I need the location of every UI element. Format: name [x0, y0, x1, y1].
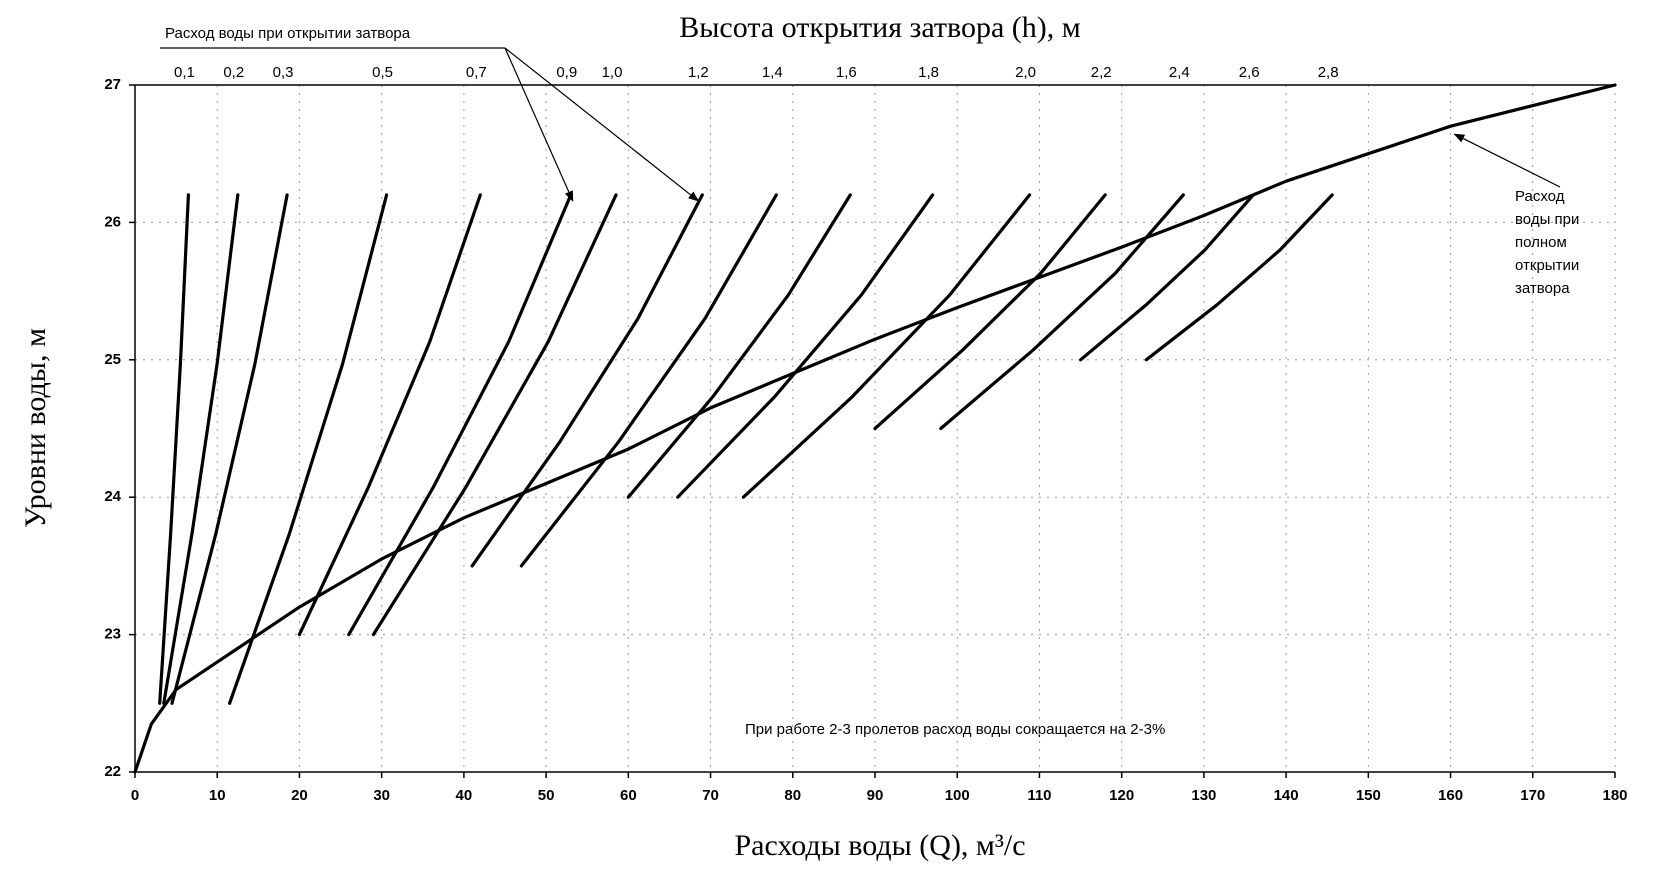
- x-tick-label: 140: [1274, 787, 1299, 804]
- gate-curve: [626, 193, 852, 499]
- gate-curve: [162, 193, 240, 705]
- x-tick-label: 120: [1109, 787, 1134, 804]
- gate-curve: [873, 193, 1107, 431]
- series-label: 0,2: [223, 64, 244, 81]
- gate-curve: [170, 193, 289, 705]
- y-tick-label: 27: [104, 76, 121, 93]
- x-tick-label: 90: [867, 787, 884, 804]
- series-label: 1,4: [762, 64, 783, 81]
- gate-curve: [228, 193, 389, 705]
- x-tick-label: 10: [209, 787, 226, 804]
- y-axis-label: Уровни воды, м: [19, 328, 52, 528]
- annotation-gate-opening: Расход воды при открытии затвора: [165, 25, 411, 42]
- gate-curve: [297, 193, 482, 637]
- annotation-arrow: [504, 47, 700, 202]
- x-tick-label: 60: [620, 787, 637, 804]
- y-tick-label: 23: [104, 626, 121, 643]
- y-tick-label: 24: [104, 488, 121, 505]
- x-axis-label: Расходы воды (Q), м³/с: [734, 829, 1025, 862]
- x-tick-label: 160: [1438, 787, 1463, 804]
- gate-curve: [741, 193, 1032, 499]
- series-label: 1,8: [918, 64, 939, 81]
- series-label: 2,4: [1169, 64, 1190, 81]
- y-tick-label: 25: [104, 351, 121, 368]
- series-label: 2,2: [1091, 64, 1112, 81]
- chart-title: Высота открытия затвора (h), м: [679, 11, 1081, 44]
- annotation-full-opening: полном: [1515, 234, 1567, 251]
- gate-curve: [470, 193, 704, 568]
- x-tick-label: 100: [945, 787, 970, 804]
- x-tick-label: 80: [784, 787, 801, 804]
- x-tick-label: 110: [1027, 787, 1051, 804]
- series-label: 1,6: [836, 64, 857, 81]
- series-label: 0,9: [556, 64, 577, 81]
- gate-curve: [519, 193, 778, 568]
- annotation-arrow: [504, 47, 574, 202]
- series-label: 2,8: [1318, 64, 1339, 81]
- x-tick-label: 50: [538, 787, 555, 804]
- x-tick-label: 180: [1602, 787, 1627, 804]
- y-tick-label: 26: [104, 213, 121, 230]
- series-label: 1,0: [602, 64, 623, 81]
- gate-curve: [939, 193, 1185, 431]
- x-tick-label: 0: [131, 787, 139, 804]
- annotation-arrow: [1453, 133, 1561, 188]
- series-label: 0,1: [174, 64, 195, 81]
- series-label: 0,5: [372, 64, 393, 81]
- annotation-full-opening: Расход: [1515, 188, 1565, 205]
- x-tick-label: 20: [291, 787, 308, 804]
- series-label: 0,7: [466, 64, 487, 81]
- series-label: 0,3: [273, 64, 294, 81]
- gate-curve: [676, 193, 935, 499]
- x-tick-label: 40: [456, 787, 473, 804]
- annotation-full-opening: затвора: [1515, 280, 1570, 297]
- x-tick-label: 70: [702, 787, 719, 804]
- x-tick-label: 150: [1356, 787, 1381, 804]
- annotation-full-opening: воды при: [1515, 211, 1579, 228]
- series-label: 1,2: [688, 64, 709, 81]
- gate-curve: [371, 193, 618, 637]
- x-tick-label: 30: [373, 787, 390, 804]
- x-tick-label: 170: [1520, 787, 1545, 804]
- gate-curve: [347, 193, 573, 637]
- x-tick-label: 130: [1191, 787, 1216, 804]
- y-tick-label: 22: [104, 763, 121, 780]
- full-opening-curve: [133, 83, 1617, 774]
- gate-curve: [158, 193, 190, 705]
- annotation-note: При работе 2-3 пролетов расход воды сокр…: [745, 721, 1165, 738]
- series-label: 2,6: [1239, 64, 1260, 81]
- annotation-full-opening: открытии: [1515, 257, 1579, 274]
- gate-curve: [1144, 193, 1334, 362]
- gate-curve: [1079, 193, 1255, 362]
- series-label: 2,0: [1015, 64, 1036, 81]
